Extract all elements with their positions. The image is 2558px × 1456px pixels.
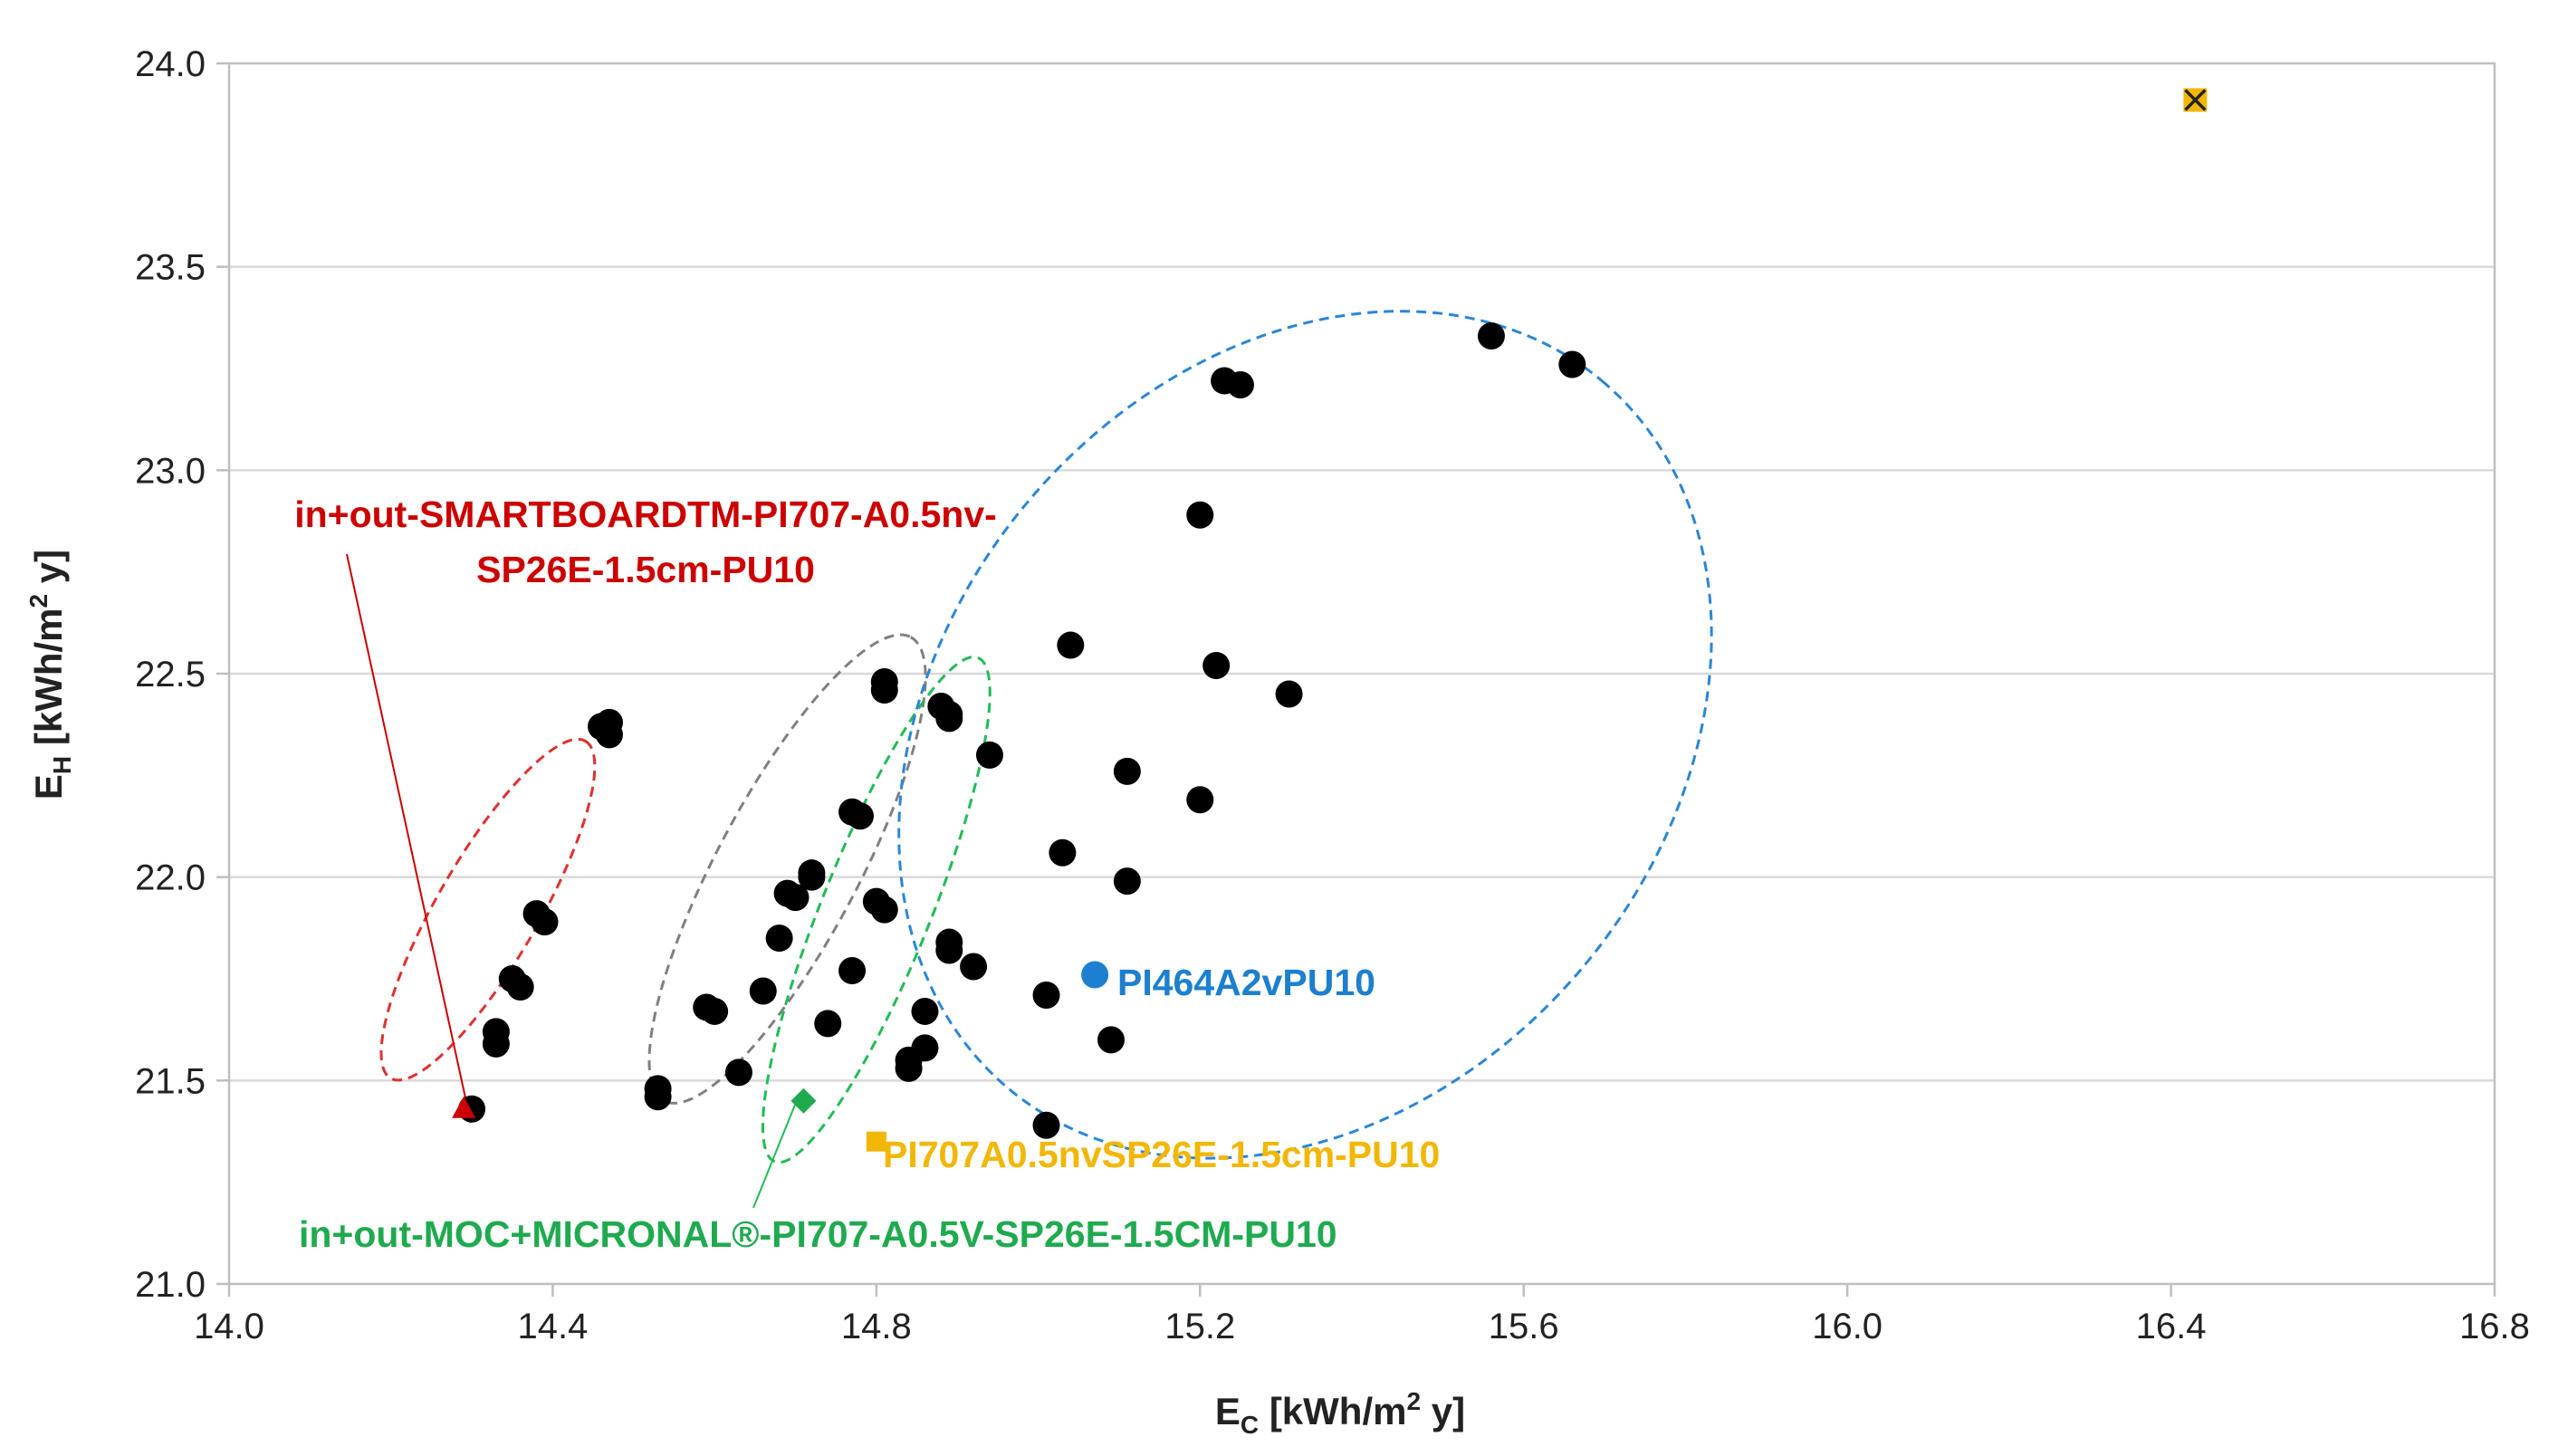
plot-area-frame: [227, 62, 2496, 1286]
annotation-smartboard-line2: SP26E-1.5cm-PU10: [476, 549, 815, 590]
data-point: [846, 802, 874, 830]
gray-group-ellipse: [647, 633, 927, 1105]
y-tick-label: 22.0: [135, 858, 206, 898]
data-point: [701, 997, 729, 1025]
data-point: [1032, 981, 1060, 1009]
data-point: [482, 1030, 510, 1058]
data-point: [1226, 370, 1254, 398]
highlight-point-yellow: [866, 1131, 886, 1152]
y-axis-title: EH [kWh/m2 y]: [24, 550, 76, 800]
x-tick-label: 14.8: [841, 1307, 912, 1346]
data-points: [452, 88, 2208, 1152]
data-point: [838, 957, 867, 985]
annotation-pi464: PI464A2vPU10: [1117, 962, 1375, 1003]
data-point: [1032, 1111, 1060, 1139]
y-tick-label: 23.0: [135, 451, 206, 491]
data-point: [1113, 757, 1141, 785]
x-tick-labels: 14.0 14.4 14.8 15.2 15.6 16.0 16.4 16.8: [194, 1307, 2530, 1346]
data-point: [1097, 1026, 1125, 1054]
x-tick-label: 15.2: [1164, 1307, 1235, 1346]
reference-point-cross: [2184, 89, 2207, 111]
data-point: [595, 721, 623, 749]
data-point: [644, 1083, 672, 1111]
red-annotation-connector: [346, 553, 472, 1124]
data-point: [798, 863, 826, 891]
annotations: in+out-SMARTBOARDTM-PI707-A0.5nv- SP26E-…: [294, 493, 1440, 1255]
y-tick-label: 22.5: [135, 655, 206, 694]
y-tick-label: 23.5: [135, 248, 206, 288]
blue-group-ellipse: [897, 310, 1713, 1160]
data-point: [1049, 838, 1077, 867]
green-group-ellipse: [761, 656, 992, 1164]
data-point: [749, 977, 777, 1005]
x-tick-label: 15.6: [1489, 1307, 1559, 1346]
data-point: [1186, 786, 1214, 814]
highlight-point-red: [452, 1096, 476, 1118]
data-point: [1558, 350, 1586, 378]
data-point: [724, 1058, 752, 1087]
annotation-micronal: in+out-MOC+MICRONAL®-PI707-A0.5V-SP26E-1…: [299, 1213, 1337, 1255]
data-point: [765, 924, 793, 953]
data-point: [935, 704, 963, 733]
y-tick-label: 21.5: [135, 1061, 206, 1101]
x-tick-label: 16.8: [2459, 1307, 2530, 1346]
highlight-point-blue: [1081, 961, 1109, 989]
data-point: [1275, 680, 1303, 708]
x-tick-label: 16.0: [1812, 1307, 1883, 1346]
data-point: [1186, 501, 1214, 529]
y-tick-label: 21.0: [135, 1265, 206, 1305]
data-point: [1113, 867, 1141, 896]
highlight-point-green: [790, 1087, 817, 1114]
group-ellipses: [379, 310, 1713, 1164]
data-point: [960, 953, 988, 981]
x-axis-title: EC [kWh/m2 y]: [1215, 1387, 1465, 1439]
data-point: [911, 997, 939, 1025]
data-point: [781, 884, 810, 912]
red-group-ellipse: [379, 737, 597, 1082]
data-point: [911, 1034, 939, 1062]
data-point: [506, 972, 534, 1001]
gridlines: [216, 62, 2496, 1297]
annotation-pi707: PI707A0.5nvSP26E-1.5cm-PU10: [883, 1134, 1440, 1175]
data-point: [975, 741, 1003, 769]
data-point: [1477, 322, 1505, 350]
data-point: [870, 896, 898, 924]
data-point: [1057, 631, 1085, 659]
data-point: [870, 667, 898, 695]
data-point: [1202, 652, 1231, 680]
data-point: [814, 1010, 842, 1038]
y-tick-labels: 21.0 21.5 22.0 22.5 23.0 23.5 24.0: [135, 44, 206, 1305]
y-tick-label: 24.0: [135, 44, 206, 84]
annotation-smartboard-line1: in+out-SMARTBOARDTM-PI707-A0.5nv-: [294, 493, 997, 535]
x-tick-label: 14.0: [194, 1307, 264, 1346]
green-annotation-connector: [752, 1104, 796, 1209]
data-point: [935, 936, 963, 964]
x-tick-label: 14.4: [517, 1307, 588, 1346]
data-point: [531, 908, 559, 936]
x-tick-label: 16.4: [2136, 1307, 2207, 1346]
